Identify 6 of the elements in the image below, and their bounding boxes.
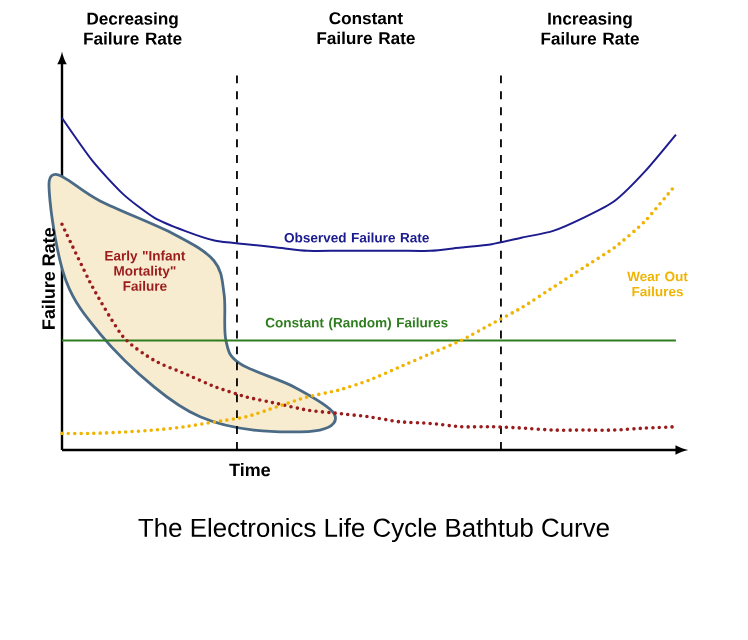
text: The Electronics Life Cycle Bathtub Curve: [138, 517, 609, 543]
y-axis-title: Failure Rate: [41, 228, 55, 329]
text: Increasing Failure Rate: [541, 12, 639, 45]
x-axis-title: Time: [229, 463, 271, 477]
text: Decreasing Failure Rate: [84, 12, 182, 45]
text: Constant Failure Rate: [317, 12, 415, 45]
